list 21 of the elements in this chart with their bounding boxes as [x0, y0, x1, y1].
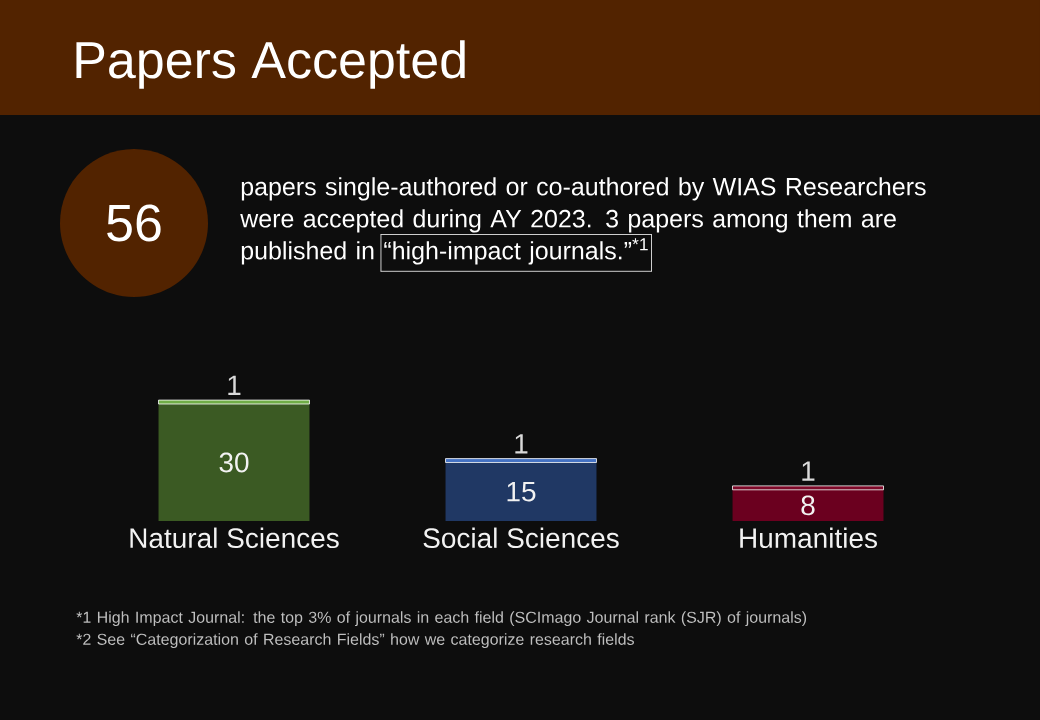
data-label: 1: [515, 434, 528, 454]
x-tick-label: Humanities: [740, 527, 877, 549]
x-tick-label: Natural Sciences: [130, 527, 339, 549]
text: “high-impact journals.”$^{*1}$: [384, 238, 648, 265]
data-label: 1: [802, 461, 815, 481]
bar: [158, 404, 310, 521]
bar: [445, 462, 597, 521]
text: *1 High Impact Journal: the top 3% of journals in each field (SCImago Journal rank (SJR) of journals): [76, 611, 807, 627]
bar: [158, 399, 310, 405]
bar: [445, 458, 597, 463]
text: *2 See “Categorization of Research Fields” how we categorize research fields: [76, 633, 634, 649]
data-label: 1: [228, 375, 241, 395]
data-label: 8: [801, 495, 815, 516]
x-tick-label: Social Sciences: [423, 527, 619, 549]
data-label: 15: [507, 481, 536, 502]
text: published in: [241, 241, 374, 265]
text: 56: [107, 204, 161, 242]
chart-title: Papers Accepted: [76, 40, 465, 89]
bar: [732, 485, 884, 491]
data-label: 30: [219, 452, 249, 473]
bar: [732, 489, 884, 521]
